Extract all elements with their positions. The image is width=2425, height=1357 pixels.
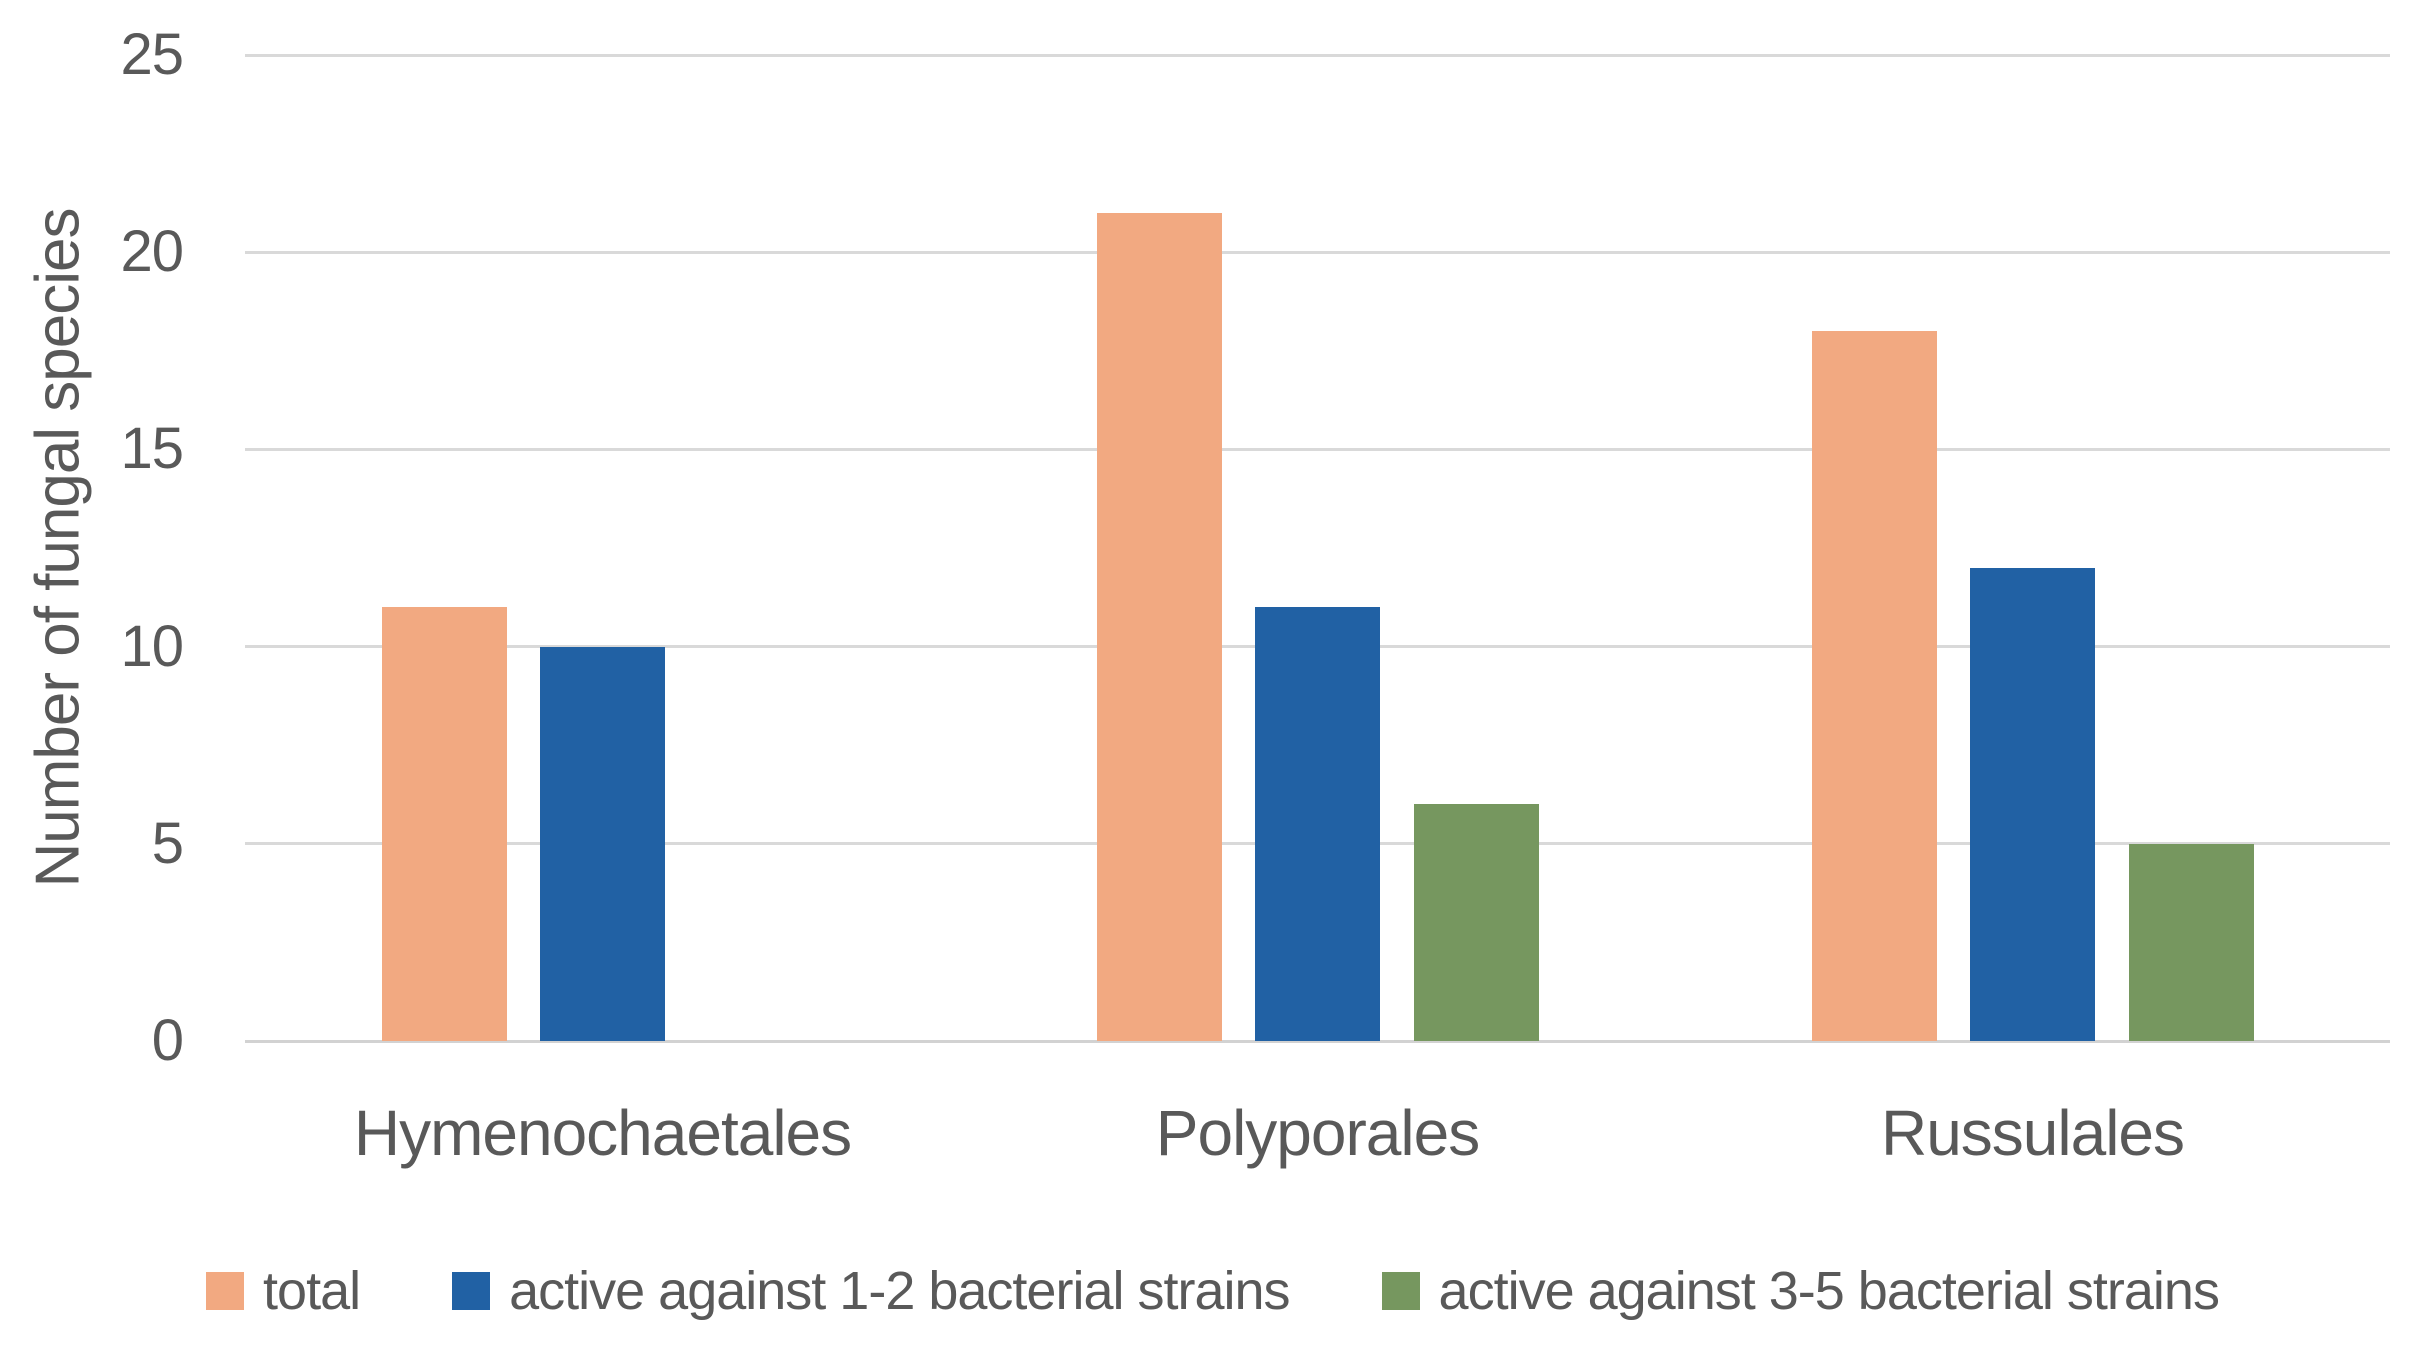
bar-active-hymenochaetales	[540, 646, 665, 1041]
legend-label: active against 3-5 bacterial strains	[1438, 1261, 2220, 1321]
y-tick-label: 20	[120, 219, 184, 285]
legend-item: total	[206, 1260, 361, 1322]
y-tick-label: 10	[120, 613, 184, 679]
legend-label: active against 1-2 bacterial strains	[509, 1261, 1290, 1321]
legend-item: active against 1-2 bacterial strains	[452, 1260, 1291, 1322]
y-tick-label: 15	[120, 416, 184, 482]
legend-swatch-icon	[1381, 1272, 1420, 1310]
y-tick-label: 25	[120, 22, 184, 87]
legend-label: total	[263, 1261, 361, 1321]
x-category-label: Hymenochaetales	[353, 1097, 852, 1169]
bar-active-polyporales	[1255, 607, 1380, 1041]
bar-total-polyporales	[1096, 212, 1222, 1041]
x-axis-baseline	[245, 1039, 2390, 1043]
y-tick-label: 0	[151, 1008, 184, 1073]
legend-item: active against 3-5 bacterial strains	[1381, 1260, 2220, 1322]
y-axis-title: Number of fungal species	[23, 208, 93, 888]
y-tick-label: 5	[151, 810, 184, 876]
legend-swatch-icon	[452, 1272, 491, 1310]
bar-total-hymenochaetales	[381, 607, 507, 1041]
x-category-label: Russulales	[1880, 1097, 2185, 1169]
legend-swatch-icon	[206, 1272, 245, 1310]
bar-active-russulales	[2128, 843, 2254, 1041]
bar-active-russulales	[1970, 567, 2095, 1041]
plot-area	[245, 53, 2390, 1043]
gridline	[245, 53, 2390, 57]
legend: total active against 1-2 bacterial strain…	[0, 1248, 2425, 1334]
gridline	[245, 447, 2390, 451]
x-category-label: Polyporales	[1155, 1097, 1480, 1169]
gridline	[245, 250, 2390, 254]
bar-active-polyporales	[1413, 804, 1539, 1041]
bar-total-russulales	[1811, 331, 1937, 1041]
